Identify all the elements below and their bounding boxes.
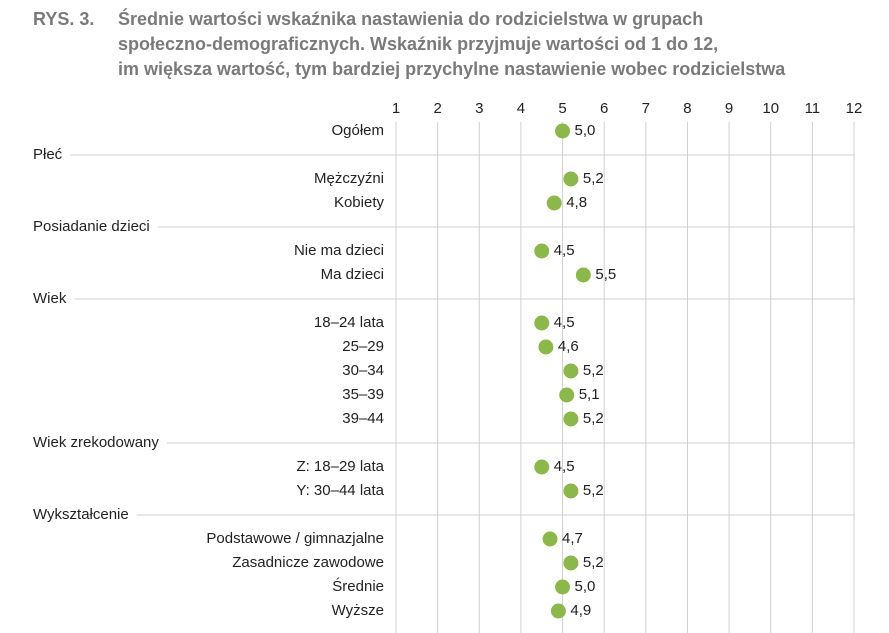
group-label: Wiek — [33, 290, 67, 307]
value-label: 5,2 — [583, 410, 604, 427]
dot — [563, 171, 579, 187]
value-label: 5,1 — [579, 386, 600, 403]
dot — [542, 531, 558, 547]
category-label: Z: 18–29 lata — [296, 458, 384, 475]
figure-label: RYS. 3. — [33, 9, 94, 29]
value-label: 5,2 — [583, 482, 604, 499]
group-label: Posiadanie dzieci — [33, 218, 150, 235]
dot — [555, 123, 571, 139]
dot — [563, 555, 579, 571]
category-label: Podstawowe / gimnazjalne — [206, 530, 384, 547]
value-label: 5,5 — [595, 266, 616, 283]
dot — [538, 339, 554, 355]
x-tick-label: 9 — [725, 100, 733, 117]
x-tick-label: 1 — [392, 100, 400, 117]
dot — [575, 267, 591, 283]
value-label: 5,2 — [583, 170, 604, 187]
dot — [534, 243, 550, 259]
category-label: Ogółem — [331, 122, 384, 139]
category-label: Y: 30–44 lata — [296, 482, 384, 499]
category-label: Mężczyźni — [314, 170, 384, 187]
value-label: 4,8 — [566, 194, 587, 211]
group-label: Wykształcenie — [33, 506, 129, 523]
x-tick-label: 2 — [433, 100, 441, 117]
dot — [563, 411, 579, 427]
category-label: Zasadnicze zawodowe — [232, 554, 384, 571]
dot — [550, 603, 566, 619]
category-label: Wyższe — [332, 602, 384, 619]
x-tick-label: 8 — [683, 100, 691, 117]
x-tick-label: 7 — [642, 100, 650, 117]
category-label: 25–29 — [342, 338, 384, 355]
x-tick-label: 12 — [846, 100, 863, 117]
value-label: 4,7 — [562, 530, 583, 547]
chart-title: społeczno-demograficznych. Wskaźnik przy… — [118, 34, 718, 54]
x-tick-label: 3 — [475, 100, 483, 117]
x-tick-label: 4 — [517, 100, 525, 117]
category-label: Kobiety — [334, 194, 385, 211]
category-label: 35–39 — [342, 386, 384, 403]
dot — [555, 579, 571, 595]
value-label: 4,9 — [570, 602, 591, 619]
value-label: 5,0 — [575, 578, 596, 595]
x-tick-label: 10 — [762, 100, 779, 117]
dot — [559, 387, 575, 403]
category-label: 18–24 lata — [314, 314, 385, 331]
chart-title: Średnie wartości wskaźnika nastawienia d… — [118, 8, 703, 29]
category-label: 39–44 — [342, 410, 384, 427]
category-label: Średnie — [332, 577, 384, 595]
value-label: 5,2 — [583, 554, 604, 571]
x-tick-label: 5 — [558, 100, 566, 117]
dot — [563, 363, 579, 379]
value-label: 4,5 — [554, 242, 575, 259]
dot — [534, 459, 550, 475]
category-label: Ma dzieci — [321, 266, 384, 283]
group-label: Wiek zrekodowany — [33, 434, 159, 451]
value-label: 5,0 — [575, 122, 596, 139]
x-tick-label: 11 — [805, 100, 821, 117]
dot — [534, 315, 550, 331]
category-label: Nie ma dzieci — [294, 242, 384, 259]
group-label: Płeć — [33, 146, 63, 163]
value-label: 5,2 — [583, 362, 604, 379]
dot — [546, 195, 562, 211]
value-label: 4,5 — [554, 314, 575, 331]
dot — [563, 483, 579, 499]
value-label: 4,5 — [554, 458, 575, 475]
value-label: 4,6 — [558, 338, 579, 355]
category-label: 30–34 — [342, 362, 384, 379]
x-tick-label: 6 — [600, 100, 608, 117]
chart-title: im większa wartość, tym bardziej przychy… — [118, 59, 786, 79]
